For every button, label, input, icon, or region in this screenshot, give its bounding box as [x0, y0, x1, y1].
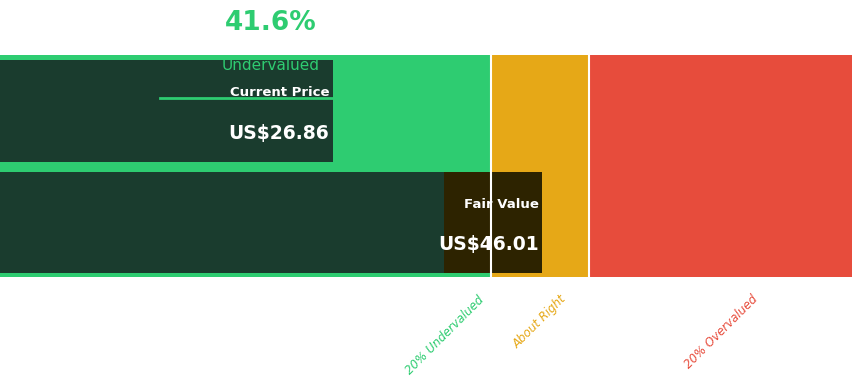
Bar [490, 55, 588, 277]
Text: Fair Value: Fair Value [463, 198, 538, 211]
Text: Undervalued: Undervalued [222, 58, 320, 73]
Bar [0, 55, 490, 277]
Text: 41.6%: 41.6% [225, 10, 316, 36]
Text: 20% Undervalued: 20% Undervalued [402, 293, 486, 377]
Bar [443, 172, 541, 274]
Text: 20% Overvalued: 20% Overvalued [681, 293, 759, 372]
Text: Current Price: Current Price [229, 86, 329, 99]
Text: US$26.86: US$26.86 [228, 124, 329, 142]
Bar [0, 172, 490, 274]
Bar [588, 55, 852, 277]
Text: US$46.01: US$46.01 [438, 236, 538, 255]
Bar [0, 60, 286, 162]
Bar [176, 60, 333, 162]
Text: About Right: About Right [509, 293, 568, 352]
